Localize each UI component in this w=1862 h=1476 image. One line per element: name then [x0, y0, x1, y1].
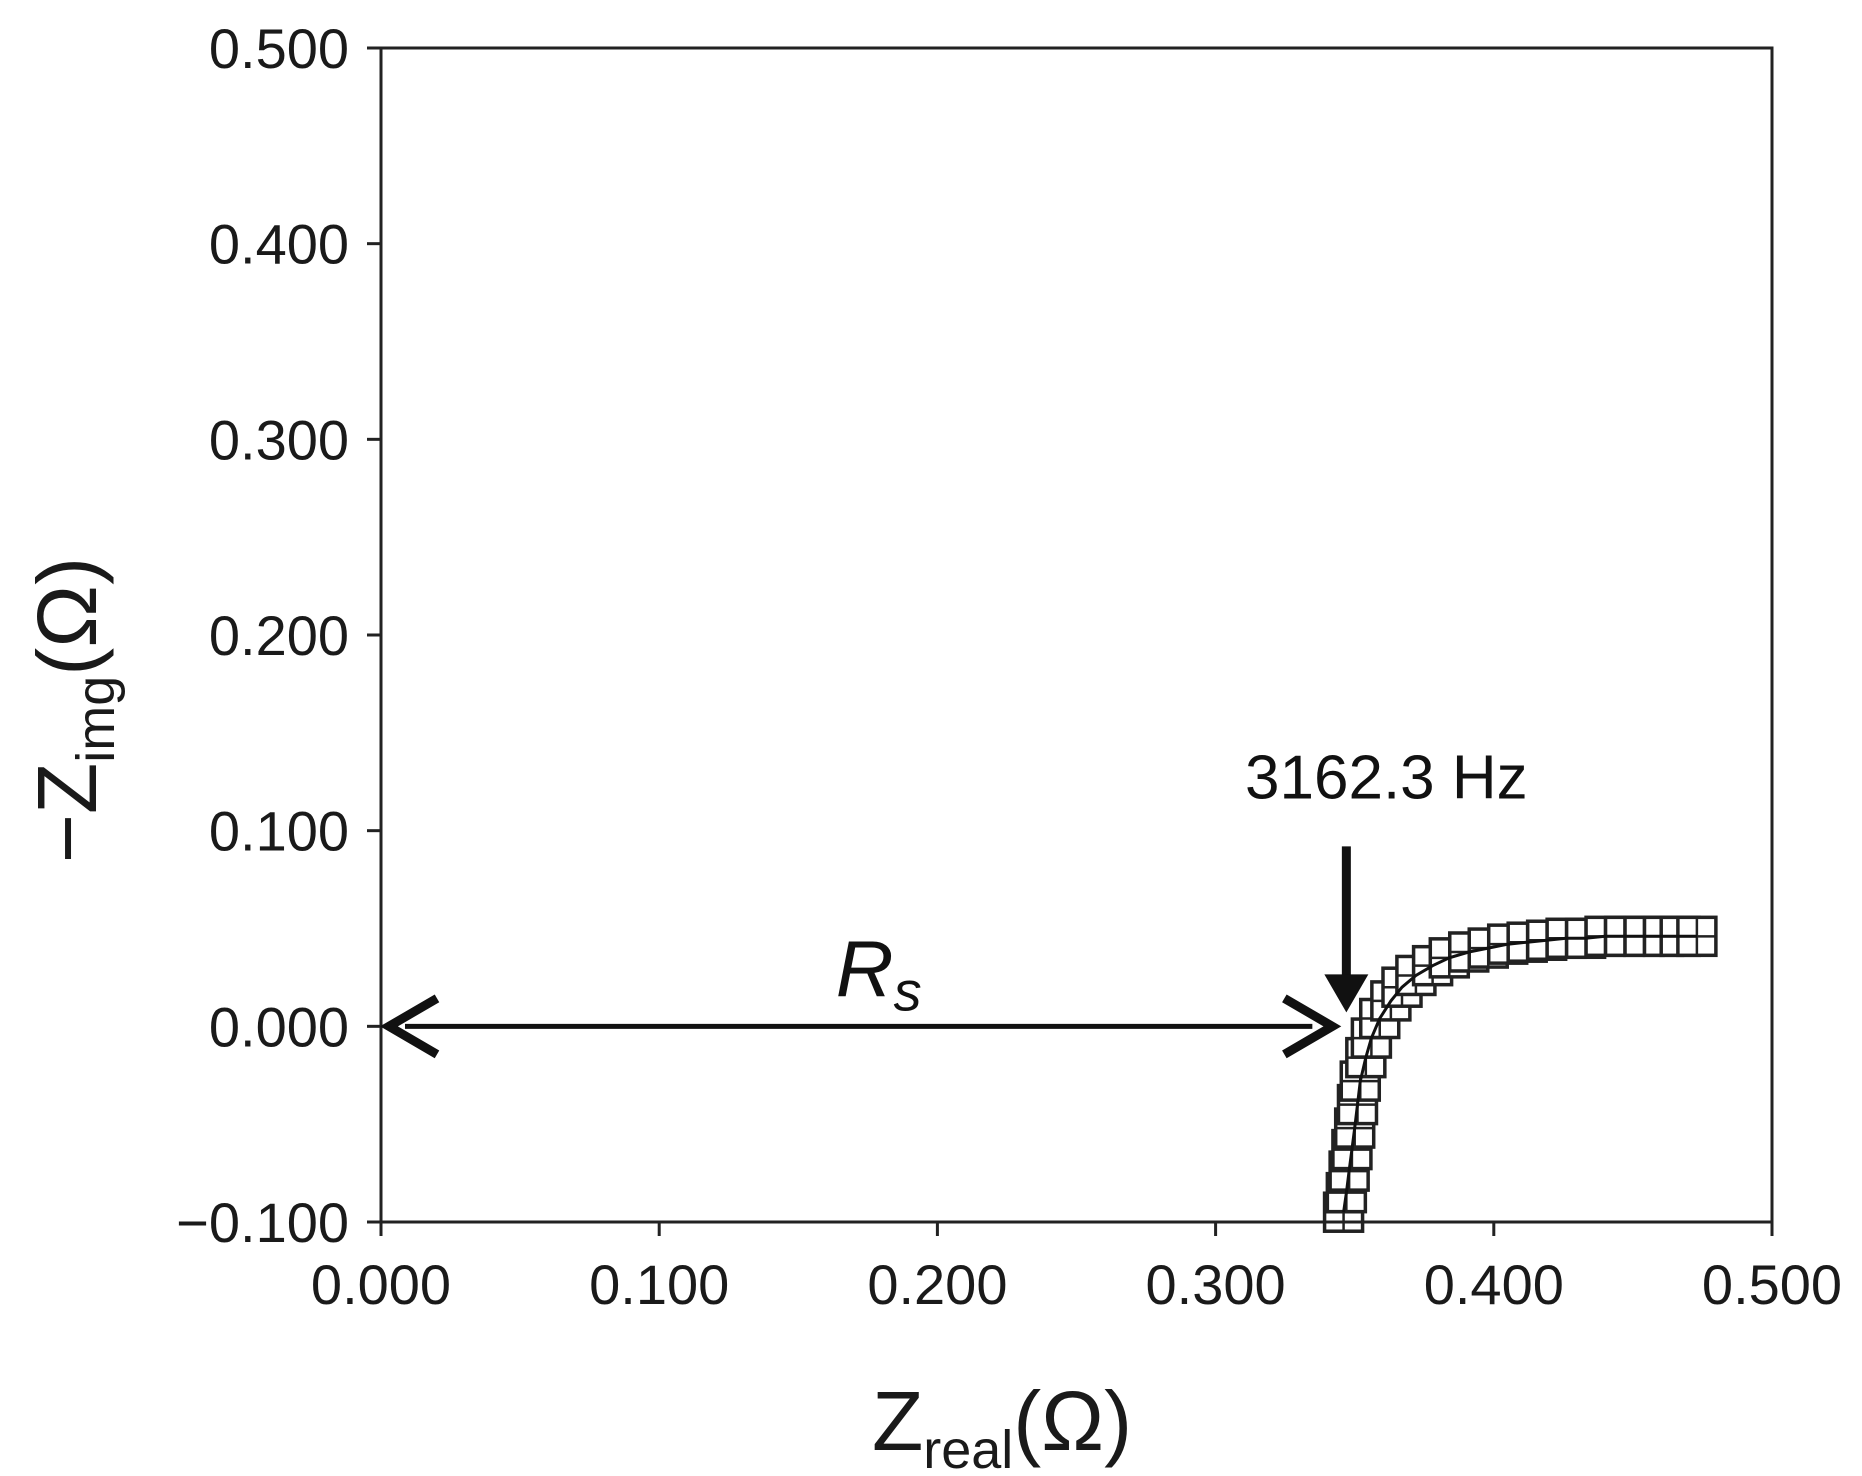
x-axis-ticks: 0.000 0.100 0.200 0.300 0.400 0.500 [311, 1222, 1842, 1316]
x-tick-label: 0.200 [867, 1253, 1007, 1316]
y-tick-label: 0.500 [209, 17, 349, 80]
x-tick-label: 0.500 [1702, 1253, 1842, 1316]
x-axis-title: Zreal(Ω) [872, 1374, 1132, 1476]
y-tick-label: 0.200 [209, 604, 349, 667]
fit-line [1342, 934, 1697, 1213]
rs-annotation: Rs [836, 924, 922, 1022]
x-tick-label: 0.300 [1146, 1253, 1286, 1316]
frequency-annotation: 3162.3 Hz [1245, 743, 1528, 812]
rs-arrow-head-right [1282, 994, 1342, 1059]
y-tick-label: 0.000 [209, 995, 349, 1058]
x-tick-label: 0.100 [589, 1253, 729, 1316]
y-tick-label: 0.300 [209, 408, 349, 471]
frequency-arrow-head [1324, 974, 1369, 1013]
y-axis-ticks: −0.100 0.000 0.100 0.200 0.300 0.400 0.500 [176, 17, 381, 1254]
x-tick-label: 0.000 [311, 1253, 451, 1316]
y-tick-label: 0.100 [209, 800, 349, 863]
rs-arrow-head-left [380, 994, 440, 1059]
y-tick-label: 0.400 [209, 213, 349, 276]
annotation-layer: 3162.3 Hz Rs [380, 743, 1528, 1059]
data-layer [1322, 915, 1718, 1233]
y-tick-label: −0.100 [176, 1191, 349, 1254]
y-axis-title: −Zimg(Ω) [20, 557, 126, 863]
x-tick-label: 0.400 [1424, 1253, 1564, 1316]
plot-frame [379, 46, 1774, 1224]
